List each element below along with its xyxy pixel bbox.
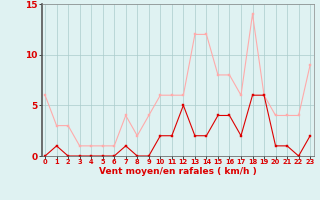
X-axis label: Vent moyen/en rafales ( km/h ): Vent moyen/en rafales ( km/h ) [99, 167, 256, 176]
